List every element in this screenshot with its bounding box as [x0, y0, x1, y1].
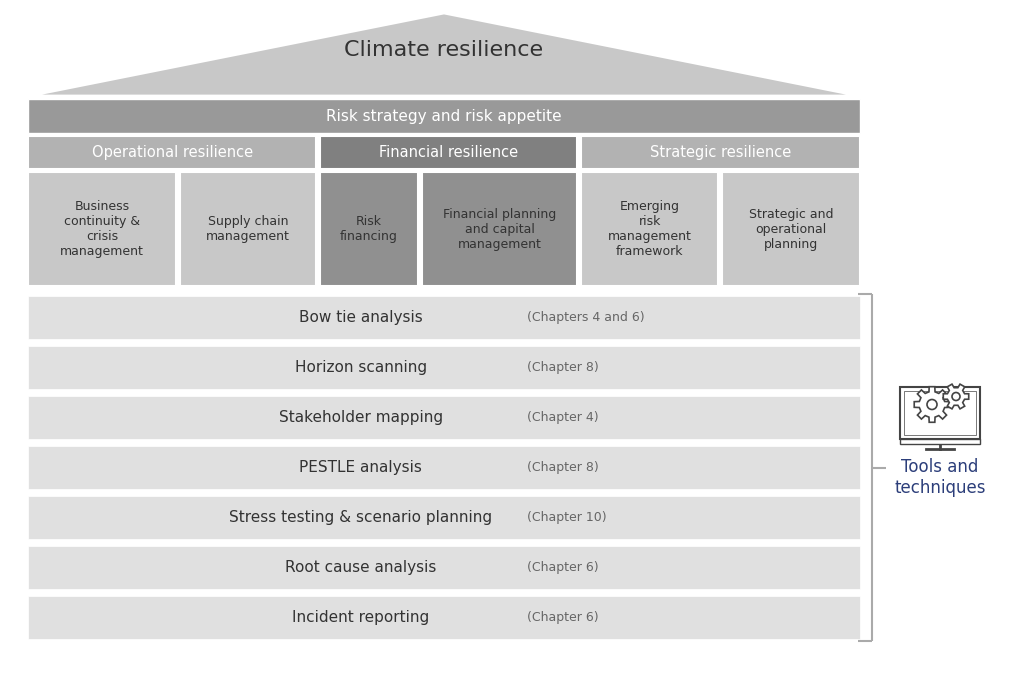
- FancyBboxPatch shape: [28, 99, 860, 133]
- FancyBboxPatch shape: [28, 296, 860, 339]
- Text: (Chapter 6): (Chapter 6): [527, 561, 599, 574]
- Text: Emerging
risk
management
framework: Emerging risk management framework: [608, 200, 692, 258]
- Text: Bow tie analysis: Bow tie analysis: [299, 310, 422, 325]
- Text: Strategic resilience: Strategic resilience: [650, 145, 791, 160]
- Circle shape: [927, 399, 937, 410]
- FancyBboxPatch shape: [28, 396, 860, 439]
- Polygon shape: [914, 387, 950, 422]
- Text: Strategic and
operational
planning: Strategic and operational planning: [748, 207, 833, 251]
- Text: (Chapter 8): (Chapter 8): [527, 461, 599, 474]
- FancyBboxPatch shape: [904, 390, 976, 435]
- FancyBboxPatch shape: [28, 172, 176, 286]
- Text: (Chapters 4 and 6): (Chapters 4 and 6): [527, 311, 645, 324]
- Text: PESTLE analysis: PESTLE analysis: [299, 460, 422, 475]
- FancyBboxPatch shape: [28, 136, 317, 169]
- FancyBboxPatch shape: [581, 172, 718, 286]
- Text: Supply chain
management: Supply chain management: [206, 215, 290, 243]
- Text: Risk
financing: Risk financing: [340, 215, 398, 243]
- FancyBboxPatch shape: [320, 172, 418, 286]
- FancyBboxPatch shape: [900, 386, 980, 439]
- Text: Operational resilience: Operational resilience: [91, 145, 253, 160]
- FancyBboxPatch shape: [28, 346, 860, 389]
- Text: Horizon scanning: Horizon scanning: [295, 360, 426, 375]
- Text: Stress testing & scenario planning: Stress testing & scenario planning: [230, 510, 492, 525]
- FancyBboxPatch shape: [581, 136, 860, 169]
- Text: (Chapter 4): (Chapter 4): [527, 411, 599, 424]
- FancyBboxPatch shape: [900, 439, 980, 444]
- Text: Root cause analysis: Root cause analysis: [285, 560, 437, 575]
- Text: Financial resilience: Financial resilience: [379, 145, 519, 160]
- Text: (Chapter 6): (Chapter 6): [527, 611, 599, 624]
- Text: Financial planning
and capital
management: Financial planning and capital managemen…: [443, 207, 557, 251]
- Text: Incident reporting: Incident reporting: [292, 610, 429, 625]
- FancyBboxPatch shape: [320, 136, 577, 169]
- FancyBboxPatch shape: [28, 496, 860, 539]
- Text: Business
continuity &
crisis
management: Business continuity & crisis management: [60, 200, 144, 258]
- FancyBboxPatch shape: [180, 172, 317, 286]
- Text: Risk strategy and risk appetite: Risk strategy and risk appetite: [326, 108, 562, 124]
- FancyBboxPatch shape: [28, 446, 860, 489]
- FancyBboxPatch shape: [28, 596, 860, 639]
- FancyBboxPatch shape: [722, 172, 860, 286]
- Text: Climate resilience: Climate resilience: [344, 39, 543, 59]
- Polygon shape: [943, 384, 969, 409]
- Text: Stakeholder mapping: Stakeholder mapping: [279, 410, 443, 425]
- Circle shape: [952, 392, 960, 401]
- Polygon shape: [28, 13, 860, 96]
- FancyBboxPatch shape: [28, 546, 860, 589]
- FancyBboxPatch shape: [422, 172, 577, 286]
- Text: (Chapter 10): (Chapter 10): [527, 511, 607, 524]
- Text: Tools and
techniques: Tools and techniques: [894, 458, 986, 497]
- Text: (Chapter 8): (Chapter 8): [527, 361, 599, 374]
